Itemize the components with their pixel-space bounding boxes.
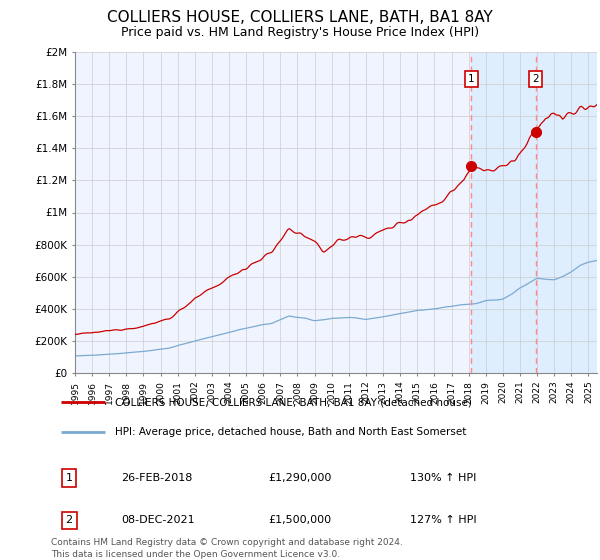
Text: COLLIERS HOUSE, COLLIERS LANE, BATH, BA1 8AY (detached house): COLLIERS HOUSE, COLLIERS LANE, BATH, BA1…	[115, 397, 472, 407]
Text: 08-DEC-2021: 08-DEC-2021	[121, 515, 194, 525]
Text: Contains HM Land Registry data © Crown copyright and database right 2024.
This d: Contains HM Land Registry data © Crown c…	[51, 538, 403, 559]
Text: 26-FEB-2018: 26-FEB-2018	[121, 473, 192, 483]
Text: 2: 2	[533, 74, 539, 85]
Text: 2: 2	[65, 515, 73, 525]
Text: 1: 1	[468, 74, 475, 85]
Text: 1: 1	[65, 473, 73, 483]
Text: HPI: Average price, detached house, Bath and North East Somerset: HPI: Average price, detached house, Bath…	[115, 427, 467, 437]
Text: 127% ↑ HPI: 127% ↑ HPI	[410, 515, 476, 525]
Text: Price paid vs. HM Land Registry's House Price Index (HPI): Price paid vs. HM Land Registry's House …	[121, 26, 479, 39]
Text: £1,290,000: £1,290,000	[268, 473, 331, 483]
Text: COLLIERS HOUSE, COLLIERS LANE, BATH, BA1 8AY: COLLIERS HOUSE, COLLIERS LANE, BATH, BA1…	[107, 10, 493, 25]
Text: £1,500,000: £1,500,000	[268, 515, 331, 525]
Text: 130% ↑ HPI: 130% ↑ HPI	[410, 473, 476, 483]
Bar	[471, 52, 597, 373]
